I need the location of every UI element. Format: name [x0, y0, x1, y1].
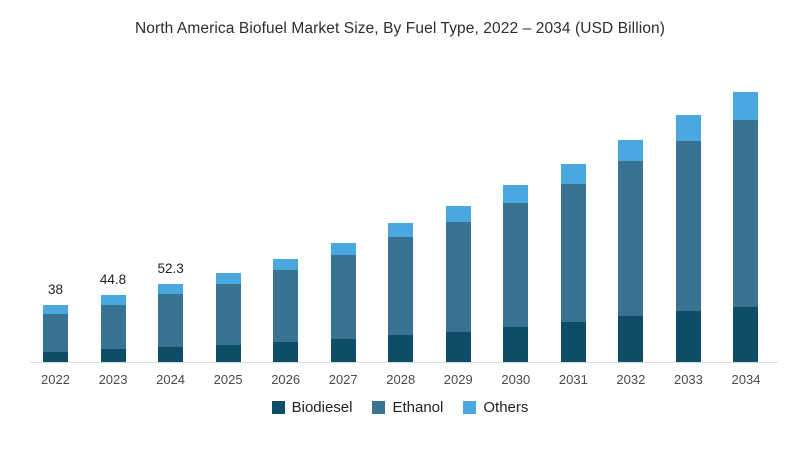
x-tick-label-2025: 2025: [213, 372, 243, 387]
data-label-2023: 44.8: [99, 271, 127, 287]
bar-segment-biodiesel-2024: [158, 347, 184, 363]
x-tick-label-2026: 2026: [271, 372, 301, 387]
chart-title: North America Biofuel Market Size, By Fu…: [134, 20, 666, 37]
legend-item-biodiesel: Biodiesel: [271, 399, 353, 416]
x-tick-label-2023: 2023: [98, 372, 128, 387]
bar-segment-ethanol-2032: [618, 160, 644, 316]
x-tick-label-2030: 2030: [501, 372, 531, 387]
bar-2028: [388, 223, 414, 363]
x-tick-label-2028: 2028: [386, 372, 416, 387]
legend: Biodiesel Ethanol Others: [0, 399, 800, 416]
bar-segment-others-2026: [273, 258, 299, 270]
x-tick-label-2032: 2032: [616, 372, 646, 387]
legend-swatch-biodiesel: [271, 401, 285, 414]
bar-2029: [445, 206, 471, 363]
bar-segment-others-2024: [158, 283, 184, 295]
data-label-2024: 52.3: [157, 260, 184, 276]
bar-segment-others-2031: [560, 163, 586, 184]
bar-segment-others-2034: [733, 92, 759, 120]
bar-segment-biodiesel-2023: [100, 349, 126, 363]
legend-label-ethanol: Ethanol: [392, 399, 444, 416]
bar-segment-others-2022: [43, 305, 68, 314]
bar-segment-biodiesel-2028: [388, 334, 414, 363]
bar-segment-ethanol-2028: [388, 236, 414, 335]
bar-segment-others-2027: [330, 242, 356, 256]
legend-item-others: Others: [463, 399, 528, 416]
bar-segment-ethanol-2024: [158, 294, 184, 348]
bar-segment-biodiesel-2031: [560, 321, 586, 363]
bar-segment-biodiesel-2029: [445, 331, 471, 363]
legend-swatch-others: [463, 401, 477, 414]
bar-segment-biodiesel-2034: [733, 306, 759, 363]
x-axis-line: [30, 362, 778, 363]
x-tick-label-2027: 2027: [328, 372, 358, 387]
bar-segment-ethanol-2026: [273, 269, 299, 342]
bar-2033: [675, 115, 701, 363]
bar-2027: [330, 242, 356, 363]
x-tick-label-2034: 2034: [731, 372, 761, 387]
bar-segment-others-2028: [388, 223, 414, 237]
bar-segment-biodiesel-2030: [503, 327, 529, 363]
bar-segment-others-2033: [675, 115, 701, 142]
bar-2026: [273, 258, 299, 363]
bar-segment-others-2023: [100, 294, 126, 305]
x-tick-label-2022: 2022: [41, 372, 70, 387]
x-tick-label-2033: 2033: [673, 372, 703, 387]
bar-segment-biodiesel-2022: [43, 351, 68, 363]
bar-2034: [733, 92, 759, 363]
bar-segment-ethanol-2034: [733, 119, 759, 307]
bar-segment-others-2029: [445, 206, 471, 222]
bar-segment-biodiesel-2025: [215, 344, 241, 363]
bar-2024: [158, 283, 184, 363]
x-tick-label-2031: 2031: [558, 372, 588, 387]
legend-swatch-ethanol: [372, 401, 386, 414]
bar-2032: [618, 139, 644, 363]
bar-2022: [43, 305, 68, 363]
bar-segment-ethanol-2033: [675, 141, 701, 312]
bar-segment-biodiesel-2032: [618, 315, 644, 363]
bar-2025: [215, 272, 241, 363]
bar-segment-others-2030: [503, 185, 529, 204]
legend-label-others: Others: [483, 399, 529, 416]
bar-segment-biodiesel-2027: [330, 338, 356, 363]
bar-segment-others-2032: [618, 139, 644, 161]
x-tick-label-2029: 2029: [443, 372, 473, 387]
bar-segment-ethanol-2027: [330, 255, 356, 339]
bar-segment-ethanol-2030: [503, 203, 529, 328]
bar-segment-biodiesel-2033: [675, 311, 701, 363]
data-label-2022: 38: [47, 282, 64, 298]
legend-label-biodiesel: Biodiesel: [291, 399, 353, 416]
bar-segment-ethanol-2031: [560, 183, 586, 322]
legend-item-ethanol: Ethanol: [372, 399, 443, 416]
bar-segment-biodiesel-2026: [273, 341, 299, 363]
x-tick-label-2024: 2024: [156, 372, 186, 387]
bar-segment-ethanol-2023: [100, 304, 126, 350]
bar-2023: [100, 294, 126, 363]
bar-segment-ethanol-2025: [215, 283, 241, 345]
bar-segment-ethanol-2022: [43, 313, 68, 352]
bar-segment-others-2025: [215, 272, 241, 284]
bar-2030: [503, 185, 529, 363]
bar-2031: [560, 163, 586, 363]
bar-segment-ethanol-2029: [445, 221, 471, 332]
